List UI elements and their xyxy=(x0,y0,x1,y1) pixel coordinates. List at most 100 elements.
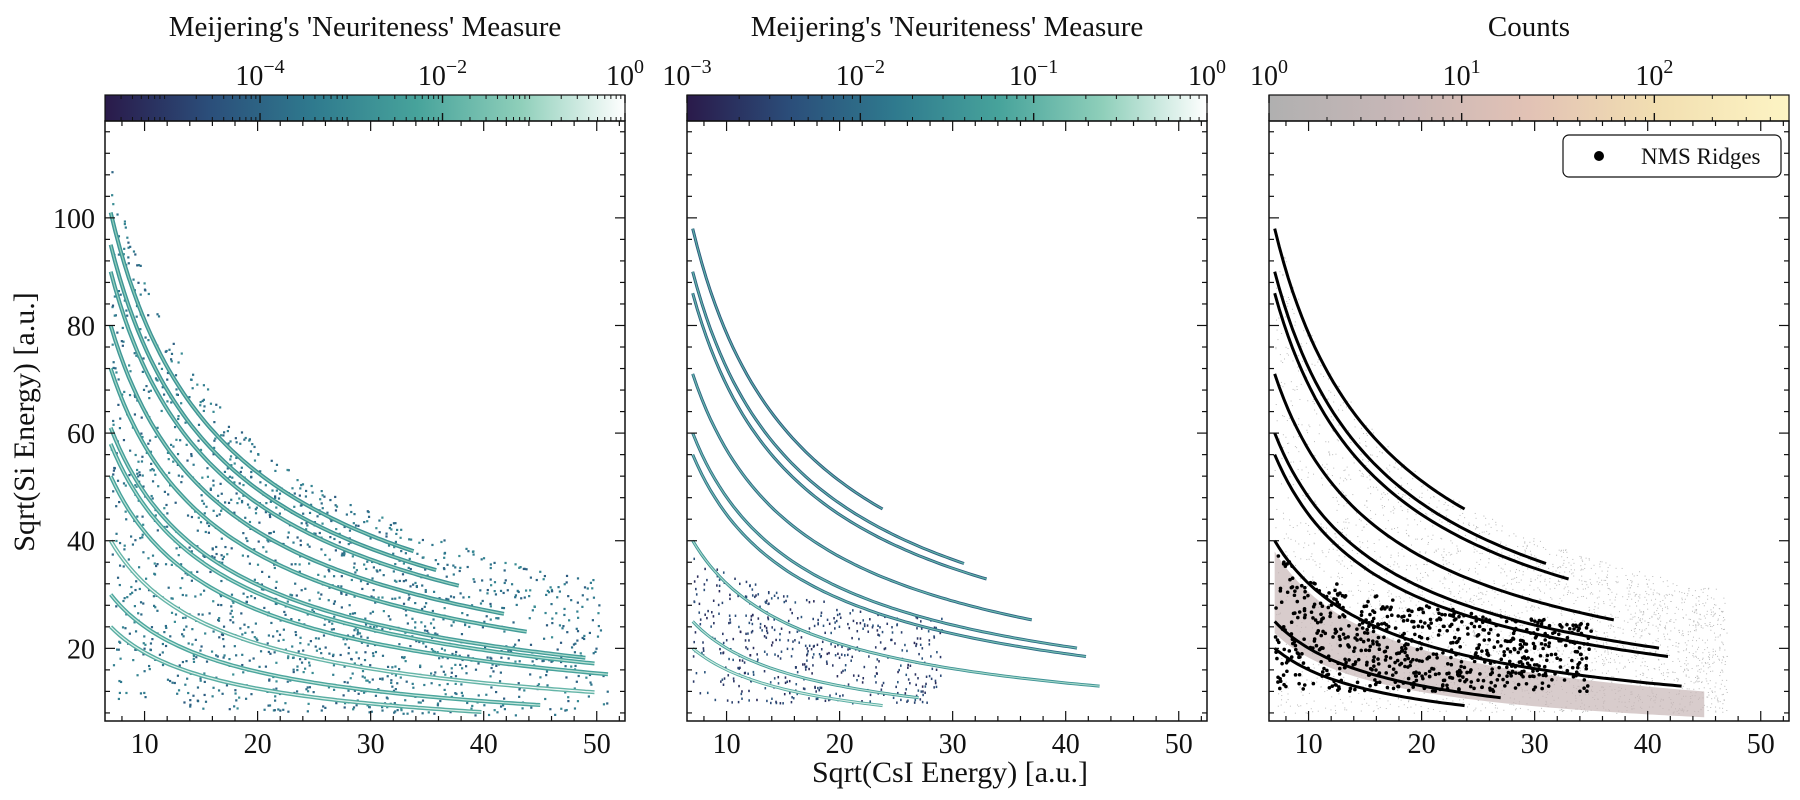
counts-cloud-point xyxy=(1462,588,1464,590)
heatmap-speckle xyxy=(418,541,421,544)
counts-cloud-point xyxy=(1522,594,1524,596)
heatmap-speckle xyxy=(514,714,517,717)
heatmap-speckle xyxy=(170,360,173,363)
heatmap-speckle xyxy=(905,673,908,677)
heatmap-speckle xyxy=(229,455,233,458)
heatmap-speckle xyxy=(706,616,708,620)
counts-cloud-point xyxy=(1610,649,1612,651)
heatmap-speckle xyxy=(343,552,346,555)
counts-cloud-point xyxy=(1430,511,1432,513)
heatmap-speckle xyxy=(122,599,125,603)
heatmap-speckle xyxy=(423,683,426,687)
counts-cloud-point xyxy=(1458,656,1460,658)
heatmap-speckle xyxy=(248,562,251,565)
heatmap-speckle xyxy=(329,498,332,502)
heatmap-speckle xyxy=(334,549,337,552)
counts-cloud-point xyxy=(1282,415,1284,417)
heatmap-speckle xyxy=(287,531,290,534)
counts-cloud-point xyxy=(1662,672,1664,674)
counts-cloud-point xyxy=(1359,470,1361,472)
heatmap-speckle xyxy=(559,660,563,664)
heatmap-speckle xyxy=(366,704,369,707)
counts-cloud-point xyxy=(1464,610,1466,612)
heatmap-speckle xyxy=(500,656,503,659)
counts-cloud-point xyxy=(1605,641,1607,643)
counts-cloud-point xyxy=(1366,500,1368,502)
heatmap-speckle xyxy=(786,647,789,651)
counts-cloud-point xyxy=(1376,456,1378,458)
heatmap-speckle xyxy=(765,626,768,630)
counts-cloud-point xyxy=(1486,530,1488,532)
counts-cloud-point xyxy=(1496,707,1498,709)
counts-cloud-point xyxy=(1399,633,1401,635)
heatmap-speckle xyxy=(597,612,600,615)
heatmap-speckle xyxy=(454,566,457,569)
counts-cloud-point xyxy=(1432,513,1434,515)
counts-cloud-point xyxy=(1513,704,1515,706)
heatmap-speckle xyxy=(907,699,909,702)
heatmap-speckle xyxy=(570,599,573,602)
heatmap-speckle xyxy=(352,522,355,525)
heatmap-speckle xyxy=(196,686,200,689)
counts-cloud-point xyxy=(1348,437,1350,439)
heatmap-speckle xyxy=(891,631,894,634)
counts-cloud-point xyxy=(1544,617,1546,619)
heatmap-speckle xyxy=(800,615,803,619)
heatmap-speckle xyxy=(423,605,426,608)
counts-cloud-point xyxy=(1496,651,1498,653)
heatmap-speckle xyxy=(113,314,116,317)
heatmap-speckle xyxy=(215,403,218,406)
heatmap-speckle xyxy=(259,650,263,653)
counts-cloud-point xyxy=(1510,583,1512,585)
counts-cloud-point xyxy=(1288,299,1290,301)
heatmap-speckle xyxy=(286,656,290,660)
counts-cloud-point xyxy=(1584,567,1586,569)
heatmap-speckle xyxy=(357,692,360,695)
heatmap-speckle xyxy=(332,673,335,676)
heatmap-speckle xyxy=(412,686,415,689)
counts-cloud-point xyxy=(1633,647,1635,649)
heatmap-speckle xyxy=(581,605,584,608)
heatmap-speckle xyxy=(124,226,127,229)
heatmap-speckle xyxy=(127,256,130,259)
counts-cloud-point xyxy=(1608,588,1610,590)
counts-cloud-point xyxy=(1351,550,1353,552)
counts-cloud-point xyxy=(1500,611,1502,613)
heatmap-speckle xyxy=(433,712,436,715)
heatmap-speckle xyxy=(201,499,204,502)
counts-cloud-point xyxy=(1577,658,1579,660)
counts-cloud-point xyxy=(1581,621,1583,623)
heatmap-speckle xyxy=(154,514,157,517)
heatmap-speckle xyxy=(734,577,736,581)
heatmap-speckle xyxy=(789,608,792,611)
counts-cloud-point xyxy=(1360,710,1362,712)
heatmap-speckle xyxy=(350,510,353,514)
heatmap-speckle xyxy=(129,535,133,538)
heatmap-speckle xyxy=(174,613,178,616)
heatmap-speckle xyxy=(263,606,266,610)
counts-cloud-point xyxy=(1455,598,1457,600)
heatmap-speckle xyxy=(900,664,902,667)
counts-cloud-point xyxy=(1307,443,1309,445)
heatmap-speckle xyxy=(412,583,415,586)
counts-cloud-point xyxy=(1717,655,1719,657)
heatmap-speckle xyxy=(446,682,449,686)
counts-cloud-point xyxy=(1275,348,1277,350)
counts-cloud-point xyxy=(1567,591,1569,593)
counts-cloud-point xyxy=(1504,611,1506,613)
heatmap-speckle xyxy=(354,627,357,630)
counts-cloud-point xyxy=(1603,632,1605,634)
counts-cloud-point xyxy=(1397,492,1399,494)
heatmap-speckle xyxy=(213,439,216,442)
heatmap-speckle xyxy=(563,613,566,617)
counts-cloud-point xyxy=(1539,598,1541,600)
counts-cloud-point xyxy=(1275,404,1277,406)
heatmap-speckle xyxy=(385,535,388,538)
counts-cloud-point xyxy=(1561,610,1563,612)
counts-cloud-point xyxy=(1609,589,1611,591)
counts-cloud-point xyxy=(1710,670,1712,672)
counts-cloud-point xyxy=(1457,593,1459,595)
counts-cloud-point xyxy=(1386,546,1388,548)
heatmap-speckle xyxy=(134,539,137,542)
ridge-highlight xyxy=(110,594,541,706)
